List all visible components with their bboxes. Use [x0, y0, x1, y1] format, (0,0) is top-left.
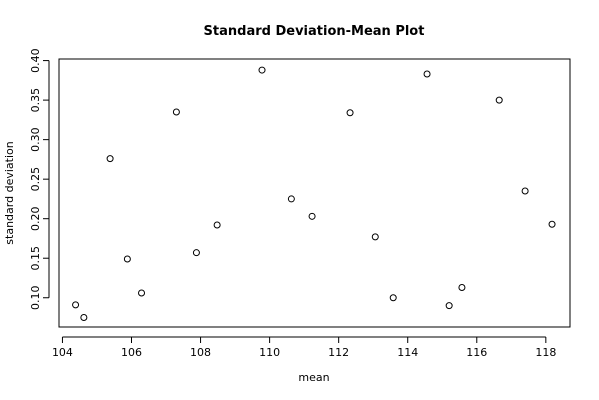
- x-tick-label: 104: [52, 346, 73, 359]
- data-point: [521, 187, 529, 195]
- data-point: [138, 289, 146, 297]
- y-tick-label: 0.15: [29, 246, 42, 271]
- y-tick-label: 0.40: [29, 48, 42, 72]
- plot-frame: [58, 58, 571, 328]
- data-point: [258, 66, 266, 74]
- data-point: [371, 233, 379, 241]
- data-point: [423, 70, 431, 78]
- x-tick-label: 106: [121, 346, 142, 359]
- data-point: [213, 221, 221, 229]
- data-point: [308, 212, 316, 220]
- data-point: [287, 195, 295, 203]
- data-point: [389, 294, 397, 302]
- data-point: [72, 301, 80, 309]
- x-axis-ticks: 104 106 108 110 112 114 116 118: [52, 337, 556, 359]
- x-axis-label: mean: [298, 371, 329, 384]
- data-point: [458, 283, 466, 291]
- y-tick-label: 0.20: [29, 206, 42, 231]
- y-tick-label: 0.35: [29, 88, 42, 113]
- x-tick-label: 112: [328, 346, 349, 359]
- x-tick-label: 110: [259, 346, 280, 359]
- data-point: [123, 255, 131, 263]
- chart-title: Standard Deviation-Mean Plot: [204, 24, 425, 39]
- data-point: [172, 108, 180, 116]
- data-points: [72, 66, 556, 322]
- data-point: [346, 109, 354, 117]
- x-tick-label: 108: [190, 346, 211, 359]
- y-axis-ticks: 0.10 0.15 0.20 0.25 0.30 0.35 0.40: [29, 48, 49, 310]
- y-axis-label: standard deviation: [3, 141, 16, 244]
- y-tick-label: 0.25: [29, 167, 42, 192]
- data-point: [192, 249, 200, 257]
- y-tick-label: 0.10: [29, 285, 42, 310]
- x-tick-label: 116: [466, 346, 487, 359]
- y-tick-label: 0.30: [29, 127, 42, 152]
- data-point: [445, 302, 453, 310]
- data-point: [106, 155, 114, 163]
- data-point: [80, 314, 88, 322]
- x-tick-label: 114: [397, 346, 418, 359]
- data-point: [548, 220, 556, 228]
- x-tick-label: 118: [535, 346, 556, 359]
- data-point: [495, 96, 503, 104]
